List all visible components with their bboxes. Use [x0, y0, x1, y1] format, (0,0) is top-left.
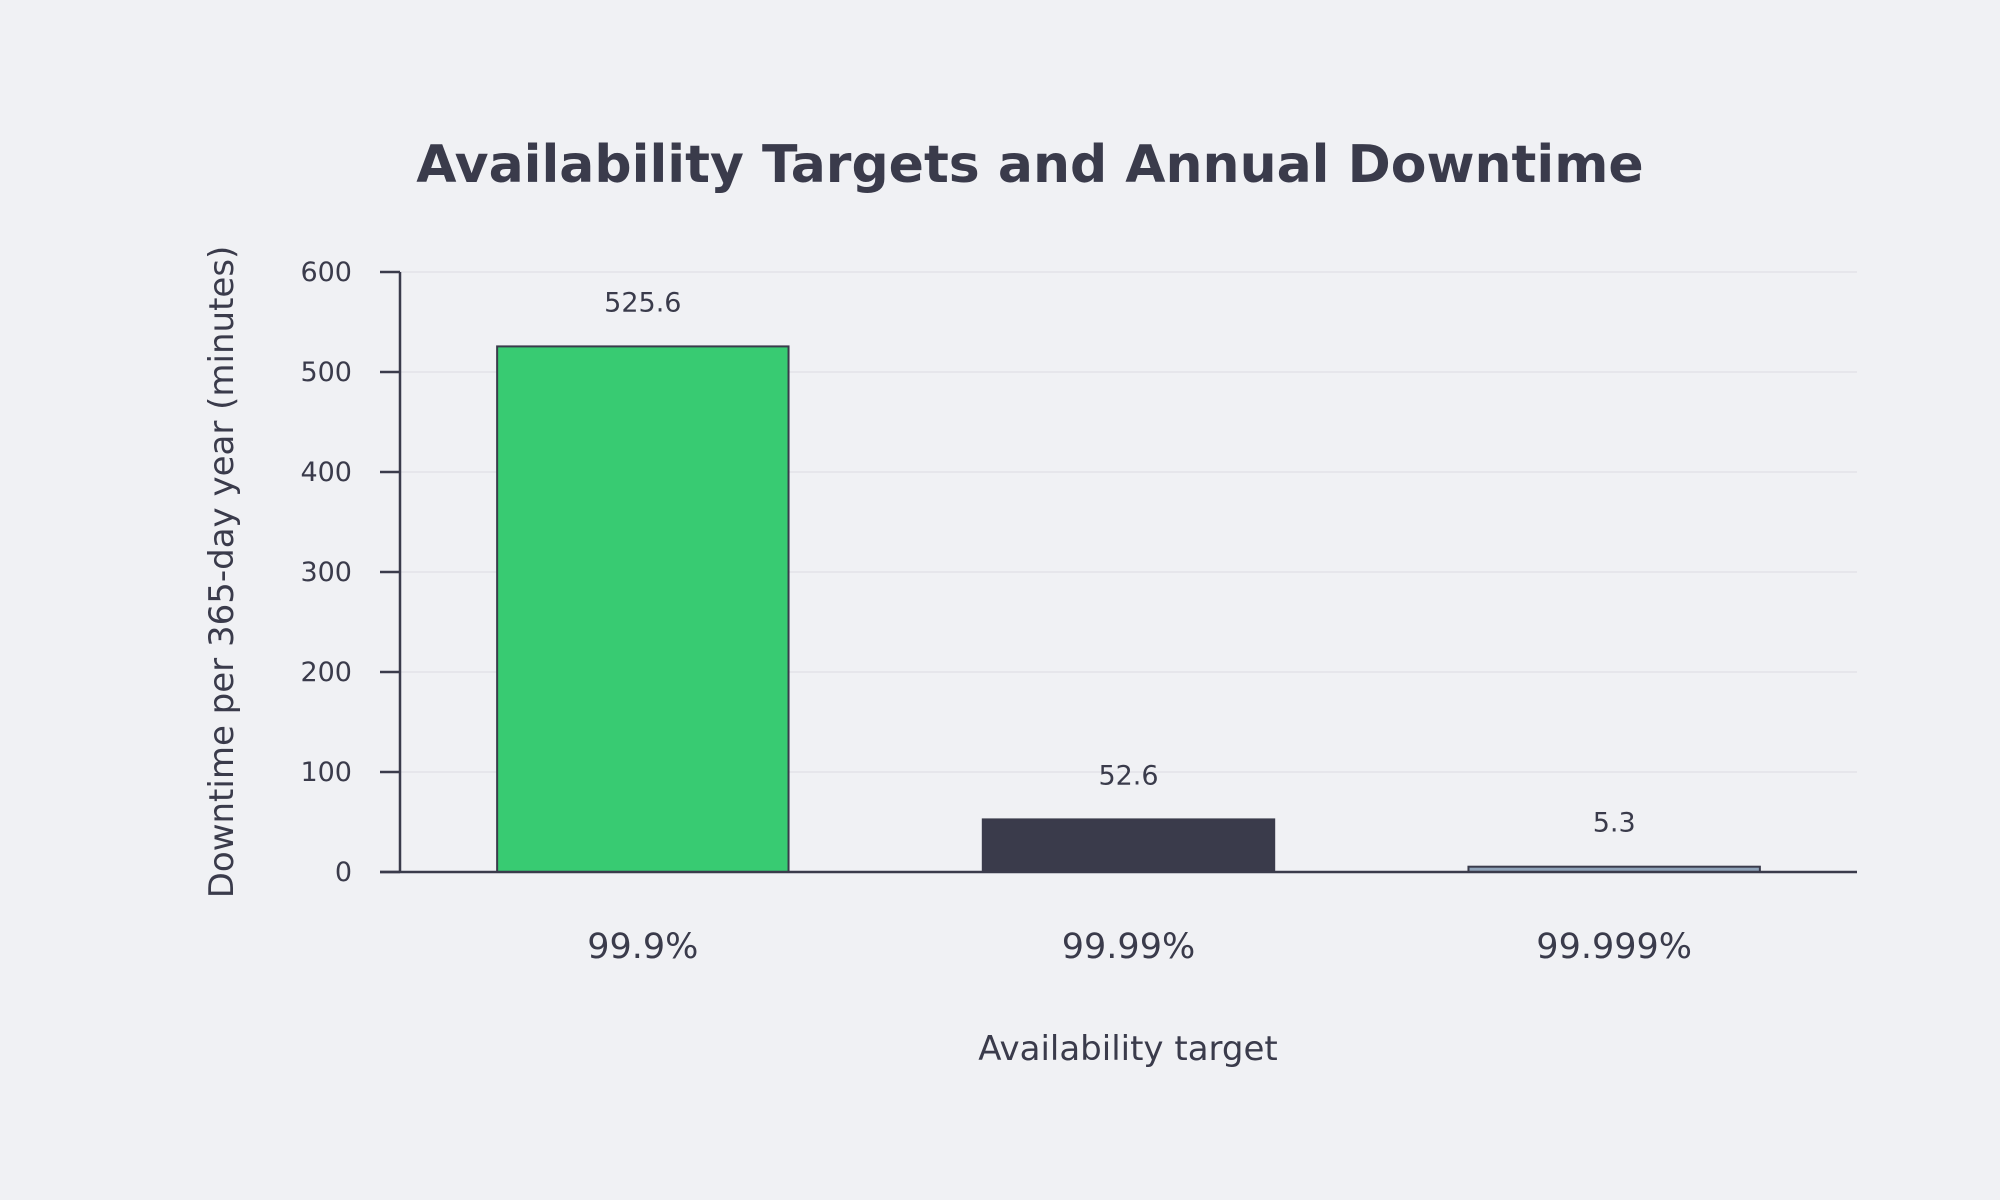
- x-category-label: 99.99%: [1062, 927, 1195, 967]
- y-tick-label: 0: [335, 857, 352, 888]
- bar-value-label: 52.6: [1098, 760, 1158, 791]
- x-axis-categories: 99.9% 99.99% 99.999%: [587, 927, 1692, 967]
- y-axis-label: Downtime per 365-day year (minutes): [202, 246, 242, 899]
- y-tick-label: 600: [300, 257, 352, 288]
- x-category-label: 99.999%: [1536, 927, 1692, 967]
- data-labels: 525.6 52.6 5.3: [604, 287, 1635, 838]
- y-axis-ticks: 0 100 200 300 400 500 600: [300, 257, 400, 888]
- bar: [981, 818, 1276, 874]
- y-tick-label: 200: [300, 657, 352, 688]
- y-tick-label: 400: [300, 457, 352, 488]
- y-tick-label: 100: [300, 757, 352, 788]
- y-tick-label: 500: [300, 357, 352, 388]
- x-category-label: 99.9%: [587, 927, 698, 967]
- bar-value-label: 5.3: [1593, 808, 1636, 839]
- x-axis-label: Availability target: [978, 1029, 1278, 1069]
- chart-title: Availability Targets and Annual Downtime: [416, 135, 1643, 195]
- bar: [496, 345, 790, 873]
- y-tick-label: 300: [300, 557, 352, 588]
- bar-value-label: 525.6: [604, 287, 681, 318]
- bars: [496, 345, 1761, 874]
